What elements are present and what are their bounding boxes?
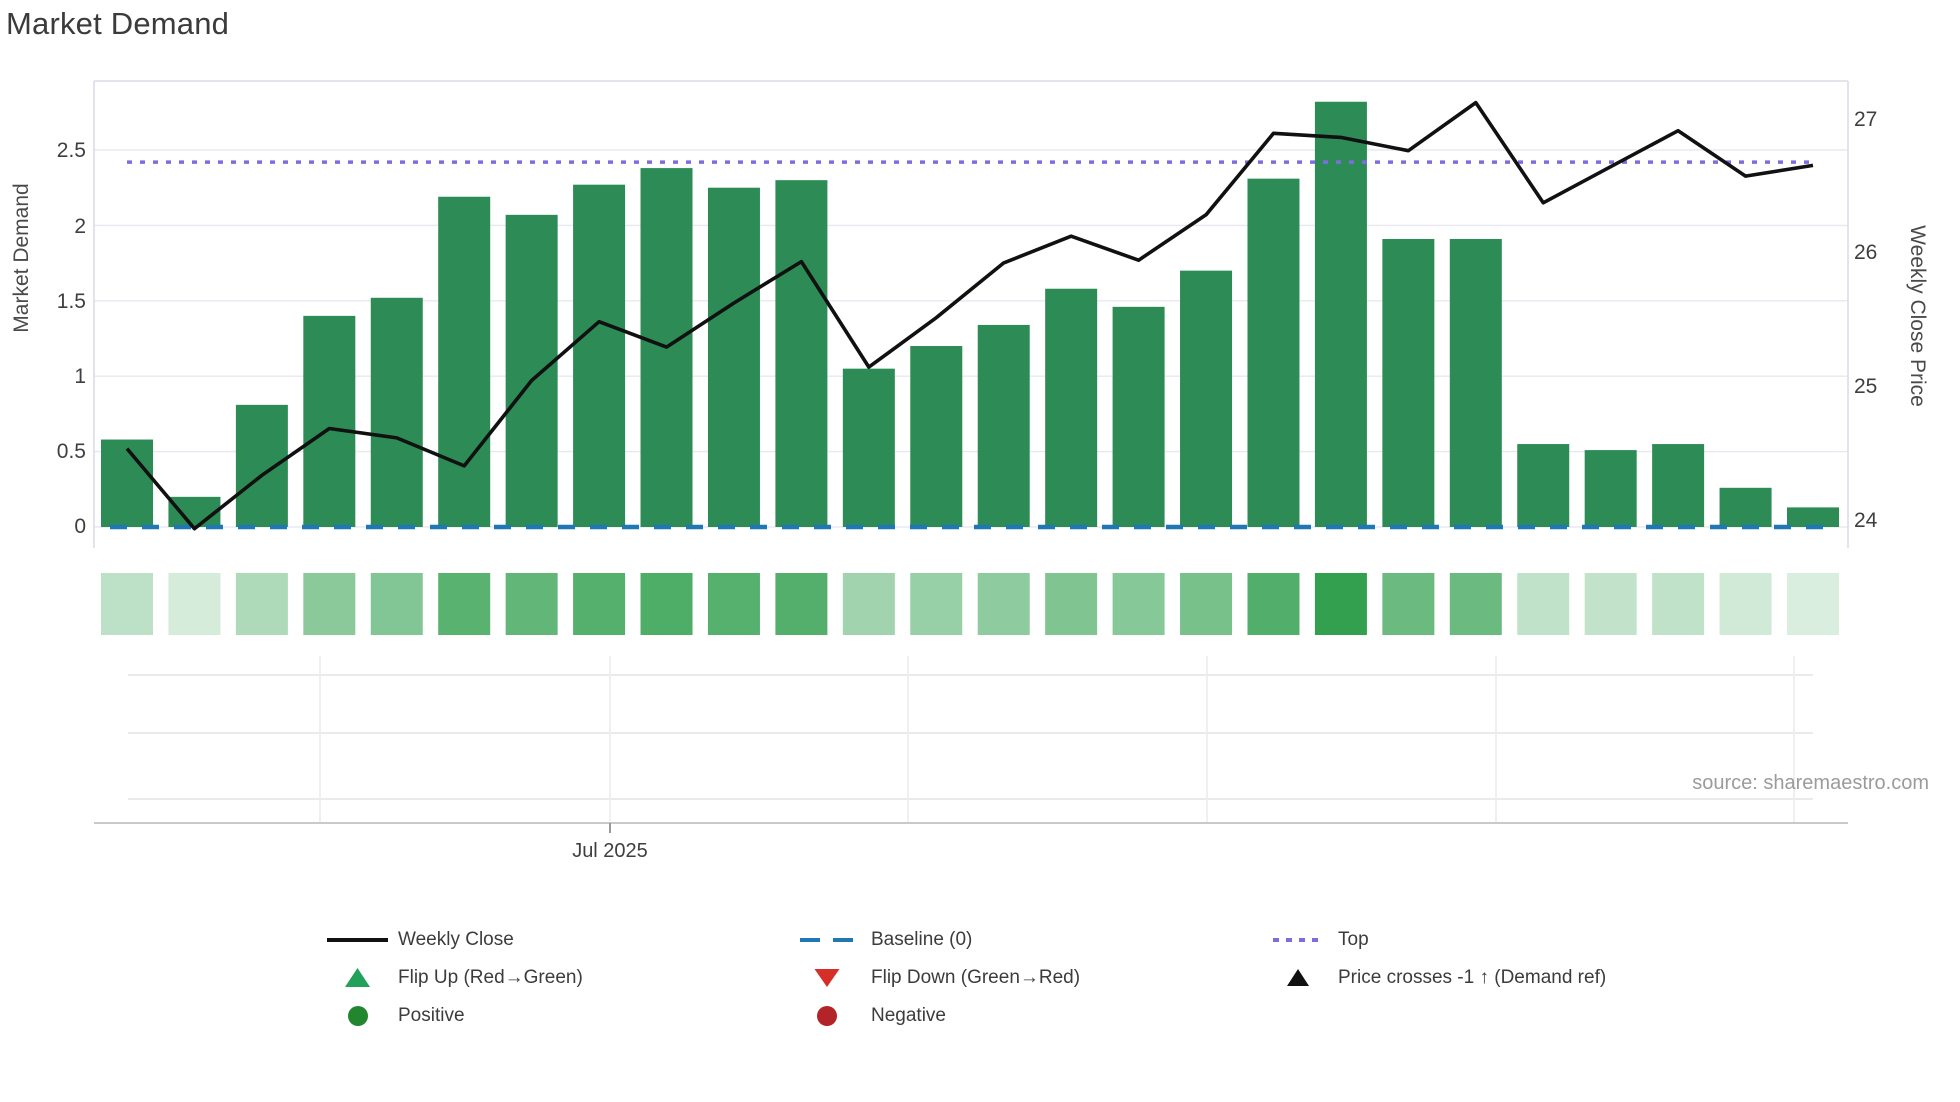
demand-bar[interactable] — [1584, 450, 1637, 527]
heat-cell[interactable] — [1180, 573, 1233, 635]
heat-cell[interactable] — [1517, 573, 1570, 635]
legend-label: Baseline (0) — [871, 929, 973, 950]
triangle-up-icon — [345, 968, 370, 987]
demand-bar[interactable] — [910, 346, 963, 527]
legend-item-positive[interactable]: Positive — [327, 1002, 465, 1030]
heat-cell[interactable] — [842, 573, 895, 635]
demand-bar[interactable] — [1449, 238, 1502, 528]
heat-cell[interactable] — [775, 573, 828, 635]
heat-cell[interactable] — [1584, 573, 1637, 635]
heat-cell[interactable] — [303, 573, 356, 635]
legend-item-price-cross[interactable]: Price crosses -1 ↑ (Demand ref) — [1273, 964, 1606, 992]
heat-cell[interactable] — [505, 573, 558, 635]
heat-cell[interactable] — [910, 573, 963, 635]
left-tick-2: 2 — [74, 215, 86, 238]
legend-label: Weekly Close — [398, 929, 514, 950]
demand-bar[interactable] — [438, 196, 491, 528]
left-tick-0: 0 — [74, 515, 86, 538]
demand-bar[interactable] — [168, 496, 221, 527]
heat-cell[interactable] — [977, 573, 1030, 635]
line-swatch-icon — [327, 938, 388, 942]
legend-label: Flip Down (Green→Red) — [871, 967, 1081, 988]
right-tick-24: 24 — [1854, 509, 1878, 532]
demand-bar[interactable] — [370, 297, 423, 527]
heat-cell[interactable] — [1314, 573, 1367, 635]
left-tick-2_5: 2.5 — [56, 139, 86, 162]
heat-cell[interactable] — [235, 573, 288, 635]
left-tick-0_5: 0.5 — [56, 440, 86, 463]
demand-bar[interactable] — [1719, 487, 1772, 527]
demand-bar[interactable] — [1045, 288, 1098, 527]
legend-label: Flip Up (Red→Green) — [398, 967, 583, 988]
legend-item-top[interactable]: Top — [1273, 926, 1369, 954]
weekly-close-line[interactable] — [125, 100, 1814, 531]
legend-item-flip-down[interactable]: Flip Down (Green→Red) — [800, 964, 1080, 992]
demand-bar[interactable] — [505, 214, 558, 527]
heat-cell[interactable] — [1247, 573, 1300, 635]
circle-icon — [800, 1006, 853, 1026]
legend-item-baseline[interactable]: Baseline (0) — [800, 926, 972, 954]
heat-cell[interactable] — [101, 573, 153, 635]
legend-item-flip-up[interactable]: Flip Up (Red→Green) — [327, 964, 583, 992]
legend-label: Price crosses -1 ↑ (Demand ref) — [1338, 967, 1607, 988]
demand-bar[interactable] — [235, 404, 288, 527]
heat-cell[interactable] — [1787, 573, 1839, 635]
triangle-up-icon — [1287, 969, 1309, 986]
demand-bar[interactable] — [1787, 507, 1839, 527]
heat-cell[interactable] — [438, 573, 491, 635]
right-tick-25: 25 — [1854, 375, 1878, 398]
legend-label: Positive — [398, 1005, 465, 1026]
heat-cell[interactable] — [1045, 573, 1098, 635]
demand-bar[interactable] — [1247, 178, 1300, 528]
demand-bar[interactable] — [101, 439, 153, 527]
left-tick-1: 1 — [74, 365, 86, 388]
x-tick-jul-2025: Jul 2025 — [572, 840, 648, 862]
right-tick-26: 26 — [1854, 241, 1878, 264]
left-tick-1_5: 1.5 — [56, 290, 86, 313]
demand-bar[interactable] — [1652, 444, 1705, 527]
demand-bar[interactable] — [303, 315, 356, 527]
demand-bar[interactable] — [1180, 270, 1233, 527]
heat-cell[interactable] — [370, 573, 423, 635]
demand-bar[interactable] — [977, 324, 1030, 527]
heat-cell[interactable] — [1382, 573, 1435, 635]
heat-cell[interactable] — [707, 573, 760, 635]
demand-bar[interactable] — [1382, 238, 1435, 528]
right-tick-27: 27 — [1854, 108, 1878, 131]
source-note: source: sharemaestro.com — [1692, 772, 1929, 794]
heat-cell[interactable] — [640, 573, 693, 635]
dash-swatch-icon — [800, 938, 853, 942]
heat-cell[interactable] — [1652, 573, 1705, 635]
legend-item-weekly-close[interactable]: Weekly Close — [327, 926, 514, 954]
legend-item-negative[interactable]: Negative — [800, 1002, 946, 1030]
dot-swatch-icon — [1273, 938, 1323, 942]
heat-cell[interactable] — [1449, 573, 1502, 635]
demand-bar[interactable] — [842, 368, 895, 527]
heat-cell[interactable] — [1719, 573, 1772, 635]
circle-icon — [327, 1006, 388, 1026]
legend-label: Top — [1338, 929, 1369, 950]
heat-cell[interactable] — [168, 573, 221, 635]
demand-bar[interactable] — [707, 187, 760, 527]
triangle-down-icon — [814, 969, 840, 987]
demand-bar[interactable] — [775, 180, 828, 527]
page-title: Market Demand — [6, 6, 230, 41]
heat-cell[interactable] — [573, 573, 626, 635]
legend-label: Negative — [871, 1005, 946, 1026]
demand-bar[interactable] — [573, 184, 626, 527]
demand-bar[interactable] — [1314, 101, 1367, 527]
heat-cell[interactable] — [1112, 573, 1165, 635]
demand-bar[interactable] — [1112, 306, 1165, 527]
demand-bar[interactable] — [1517, 444, 1570, 527]
